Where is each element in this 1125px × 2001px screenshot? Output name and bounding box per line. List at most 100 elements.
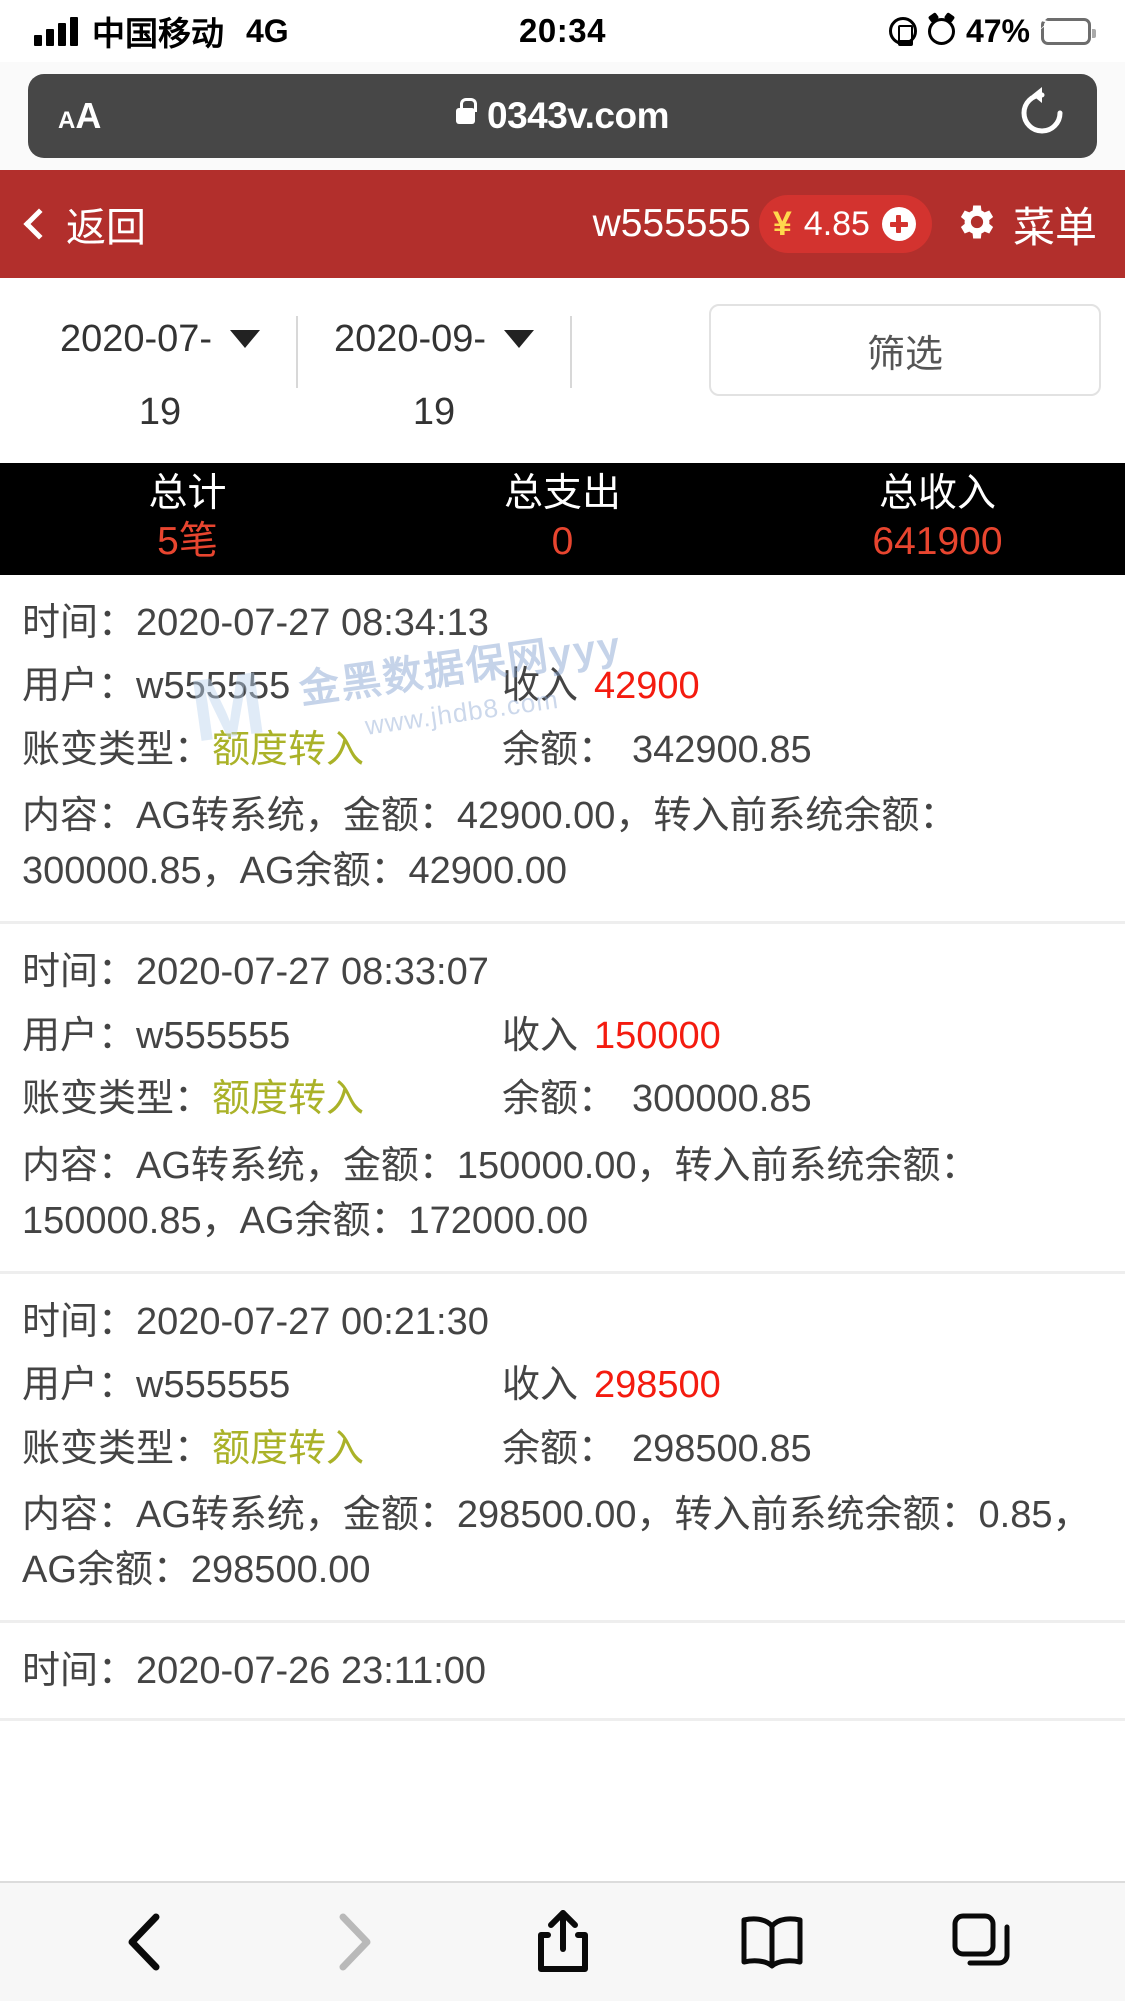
type-label: 账变类型： [22, 728, 213, 771]
time-value: 2020-07-27 08:33:07 [136, 951, 489, 994]
balance-label: 余额： [502, 1078, 617, 1121]
balance-value: 300000.85 [632, 1078, 812, 1121]
content-label: 内容： [22, 1144, 137, 1187]
text-size-small-label: A [58, 107, 76, 134]
income-value: 42900 [594, 665, 700, 708]
record-time-row: 时间： 2020-07-27 08:34:13 [22, 599, 1103, 648]
record-user-row: 用户： w555555 收入 42900 [22, 662, 1103, 711]
end-date-line2: 19 [412, 391, 456, 434]
divider [570, 316, 572, 388]
income-value: 298500 [594, 1364, 721, 1407]
type-label: 账变类型： [22, 1078, 213, 1121]
record-type-row: 账变类型： 额度转入 余额： 342900.85 [22, 726, 1103, 775]
gear-icon [954, 199, 1000, 250]
content-value: AG转系统，金额：42900.00，转入前系统余额：300000.85，AG余额… [22, 795, 958, 893]
battery-charging-icon: ⚡ [1039, 12, 1096, 45]
app-header: 返回 w555555 ¥ 4.85 菜单 [0, 170, 1125, 278]
alarm-icon [927, 17, 955, 45]
summary-label: 总计 [148, 472, 227, 516]
end-date-line1: 2020-09- [333, 318, 487, 360]
table-row[interactable]: 时间： 2020-07-27 08:33:07 用户： w555555 收入 1… [0, 924, 1125, 1274]
content-value: AG转系统，金额：150000.00，转入前系统余额：150000.85，AG余… [22, 1144, 979, 1242]
summary-label: 总支出 [503, 472, 621, 516]
content-value: AG转系统，金额：298500.00，转入前系统余额：0.85，AG余额：298… [22, 1493, 1091, 1591]
status-bar-clock: 20:34 [519, 12, 606, 49]
summary-cell-income: 总收入 641900 [750, 472, 1125, 566]
record-time-row: 时间： 2020-07-27 08:33:07 [22, 948, 1103, 997]
user-label: 用户： [22, 1014, 137, 1057]
record-time-row: 时间： 2020-07-26 23:11:00 [22, 1647, 1103, 1696]
table-row[interactable]: 时间： 2020-07-26 23:11:00 [0, 1623, 1125, 1722]
tabs-icon[interactable] [921, 1902, 1041, 1982]
ios-status-bar: 中国移动 4G 20:34 47% ⚡ [0, 0, 1125, 62]
table-row[interactable]: M 金黑数据保网yyy www.jhdb8.com 时间： 2020-07-27… [0, 575, 1125, 925]
record-content-row: 内容：AG转系统，金额：42900.00，转入前系统余额：300000.85，A… [22, 789, 1103, 899]
header-right-group: w555555 ¥ 4.85 菜单 [593, 194, 1097, 255]
time-value: 2020-07-27 00:21:30 [136, 1300, 489, 1343]
carrier-label: 中国移动 [92, 15, 224, 52]
end-date-select[interactable]: 2020-09- 19 [298, 304, 570, 440]
rotation-lock-icon [888, 17, 917, 46]
record-user-row: 用户： w555555 收入 150000 [22, 1012, 1103, 1061]
url-text: 0343v.com [487, 95, 670, 136]
type-value: 额度转入 [212, 728, 365, 771]
plus-circle-icon[interactable] [881, 207, 916, 241]
filter-row: 2020-07- 19 2020-09- 19 筛选 [0, 278, 1125, 463]
user-label: 用户： [22, 1364, 137, 1407]
reload-icon[interactable] [1017, 86, 1067, 146]
record-user-row: 用户： w555555 收入 298500 [22, 1361, 1103, 1410]
income-value: 150000 [594, 1014, 721, 1057]
income-label: 收入 [502, 1364, 579, 1407]
signal-bars-icon [34, 16, 78, 46]
balance-amount: 4.85 [803, 204, 870, 243]
back-chevron-icon[interactable] [85, 1902, 205, 1982]
status-bar-right: 47% ⚡ [888, 12, 1096, 50]
content-fade [0, 1857, 1125, 1881]
summary-value: 5笔 [157, 520, 218, 564]
record-type-row: 账变类型： 额度转入 余额： 300000.85 [22, 1075, 1103, 1124]
record-content-row: 内容：AG转系统，金额：298500.00，转入前系统余额：0.85，AG余额：… [22, 1488, 1103, 1598]
summary-label: 总收入 [878, 472, 996, 516]
back-chevron-icon [23, 208, 55, 240]
content-label: 内容： [22, 795, 137, 838]
start-date-line2: 19 [138, 391, 182, 434]
user-label: 用户： [22, 665, 137, 708]
summary-bar: 总计 5笔 总支出 0 总收入 641900 [0, 463, 1125, 575]
safari-bottom-toolbar [0, 1881, 1125, 2001]
share-icon[interactable] [503, 1902, 623, 1982]
summary-cell-expense: 总支出 0 [375, 472, 750, 566]
book-icon[interactable] [712, 1902, 832, 1982]
time-label: 时间： [22, 1300, 137, 1343]
records-list: M 金黑数据保网yyy www.jhdb8.com 时间： 2020-07-27… [0, 575, 1125, 1722]
balance-label: 余额： [502, 1427, 617, 1470]
balance-badge[interactable]: ¥ 4.85 [758, 195, 932, 253]
url-center-group: 0343v.com [28, 95, 1097, 137]
start-date-select[interactable]: 2020-07- 19 [24, 304, 296, 440]
table-row[interactable]: 时间： 2020-07-27 00:21:30 用户： w555555 收入 2… [0, 1274, 1125, 1624]
text-size-large-label: A [75, 95, 102, 136]
type-value: 额度转入 [212, 1078, 365, 1121]
filter-button[interactable]: 筛选 [709, 304, 1101, 396]
user-value: w555555 [136, 665, 291, 708]
type-label: 账变类型： [22, 1427, 213, 1470]
balance-value: 342900.85 [632, 728, 812, 771]
menu-button[interactable]: 菜单 [954, 194, 1097, 255]
start-date-line1: 2020-07- [59, 318, 213, 360]
forward-chevron-icon[interactable] [294, 1902, 414, 1982]
back-button[interactable]: 返回 [23, 195, 146, 253]
battery-percent-label: 47% [965, 12, 1030, 49]
summary-cell-total: 总计 5笔 [0, 472, 375, 566]
time-value: 2020-07-26 23:11:00 [136, 1650, 487, 1693]
chevron-down-icon [504, 330, 535, 348]
type-value: 额度转入 [212, 1427, 365, 1470]
time-label: 时间： [22, 1650, 137, 1693]
chevron-down-icon [230, 330, 261, 348]
back-label: 返回 [66, 206, 146, 250]
summary-value: 0 [551, 520, 574, 564]
time-value: 2020-07-27 08:34:13 [136, 602, 489, 644]
network-mode-label: 4G [246, 12, 289, 49]
record-content-row: 内容：AG转系统，金额：150000.00，转入前系统余额：150000.85，… [22, 1139, 1103, 1249]
menu-label: 菜单 [1012, 203, 1097, 251]
